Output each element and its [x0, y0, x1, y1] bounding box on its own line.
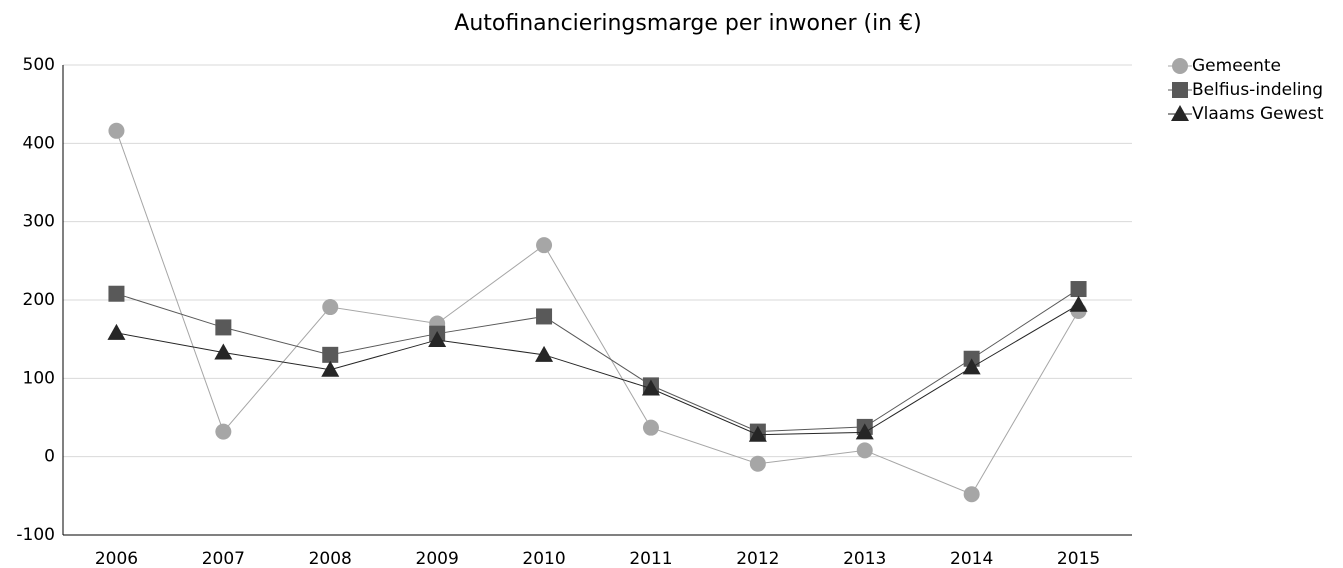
data-point	[215, 423, 232, 440]
data-point	[321, 360, 340, 377]
y-tick-label: 400	[23, 133, 55, 153]
data-point	[1070, 281, 1087, 298]
series-line	[115, 130, 1079, 495]
data-point	[962, 358, 981, 375]
y-tick-label: 0	[44, 447, 55, 467]
data-point	[855, 423, 874, 440]
x-tick-label: 2012	[736, 549, 779, 568]
data-point	[108, 285, 125, 302]
data-point	[322, 299, 339, 316]
data-point	[322, 346, 339, 363]
data-point	[963, 486, 980, 503]
y-tick-label: -100	[16, 525, 55, 545]
y-tick-label: 200	[23, 290, 55, 310]
legend-label: Vlaams Gewest	[1192, 104, 1324, 124]
data-point	[536, 308, 553, 325]
data-point	[1069, 295, 1088, 312]
data-point	[428, 330, 447, 347]
data-point	[748, 425, 767, 442]
data-point	[642, 419, 659, 436]
legend-marker	[1172, 58, 1188, 74]
series-line	[116, 304, 1079, 436]
x-tick-label: 2010	[522, 549, 565, 568]
chart-title: Autofinancieringsmarge per inwoner (in €…	[454, 11, 921, 36]
data-point	[535, 345, 554, 362]
legend-marker	[1172, 82, 1188, 98]
x-tick-label: 2015	[1057, 549, 1100, 568]
data-point	[749, 455, 766, 472]
data-point	[856, 442, 873, 459]
x-tick-label: 2014	[950, 549, 993, 568]
x-tick-label: 2006	[95, 549, 138, 568]
x-tick-label: 2007	[202, 549, 245, 568]
x-tick-label: 2013	[843, 549, 886, 568]
data-point	[108, 122, 125, 139]
data-point	[641, 379, 660, 396]
y-tick-label: 300	[23, 212, 55, 232]
legend-label: Gemeente	[1192, 56, 1281, 76]
data-point	[214, 343, 233, 360]
data-point	[215, 319, 232, 336]
x-tick-label: 2008	[309, 549, 352, 568]
data-point	[536, 237, 553, 254]
x-tick-label: 2011	[629, 549, 672, 568]
x-tick-label: 2009	[416, 549, 459, 568]
y-tick-label: 500	[23, 55, 55, 75]
legend-marker	[1171, 105, 1189, 121]
series-line	[116, 288, 1079, 433]
data-point	[107, 323, 126, 340]
legend-label: Belfius-indeling	[1192, 80, 1323, 100]
y-tick-label: 100	[23, 368, 55, 388]
